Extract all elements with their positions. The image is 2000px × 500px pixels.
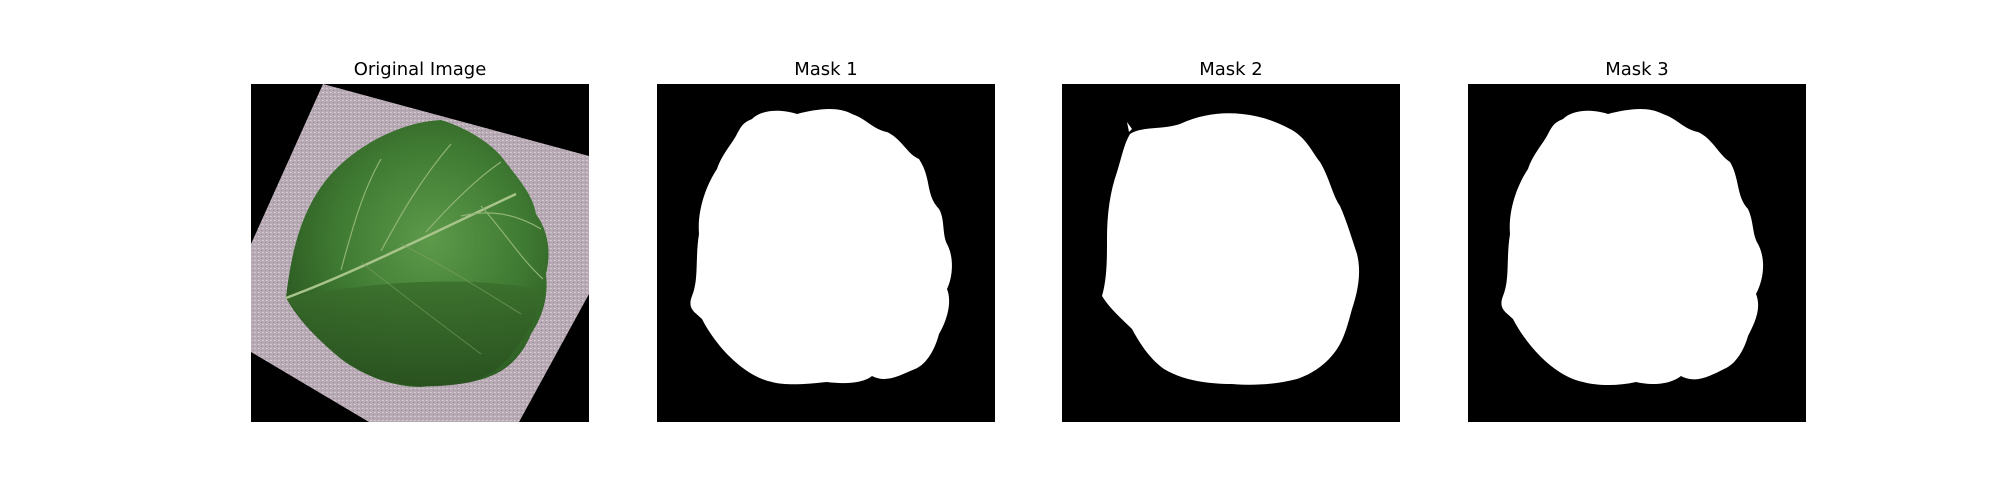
panel-mask-2: Mask 2 bbox=[1062, 0, 1400, 500]
panel-original-image: Original Image bbox=[251, 0, 589, 500]
mask-2-image bbox=[1062, 84, 1400, 422]
mask-3-image bbox=[1468, 84, 1806, 422]
panel-mask-3: Mask 3 bbox=[1468, 0, 1806, 500]
panel-title: Mask 2 bbox=[1062, 59, 1400, 81]
original-leaf-image bbox=[251, 84, 589, 422]
mask-1-image bbox=[657, 84, 995, 422]
panel-title: Original Image bbox=[251, 59, 589, 81]
panel-mask-1: Mask 1 bbox=[657, 0, 995, 500]
panel-title: Mask 1 bbox=[657, 59, 995, 81]
panel-title: Mask 3 bbox=[1468, 59, 1806, 81]
